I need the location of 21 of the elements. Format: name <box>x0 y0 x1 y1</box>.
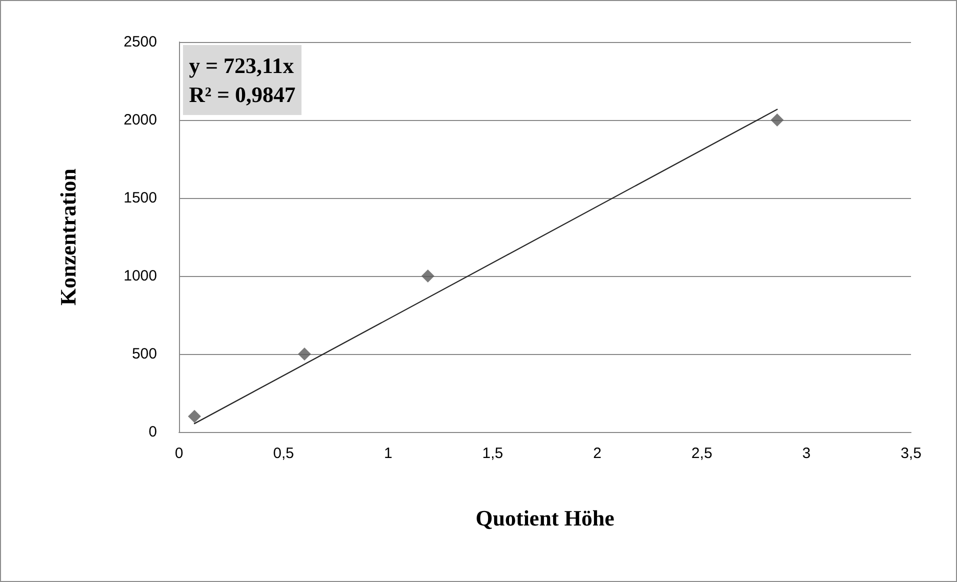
y-tick-label: 1000 <box>124 268 157 284</box>
x-axis-title: Quotient Höhe <box>476 506 615 530</box>
x-tick-label: 3 <box>802 445 811 462</box>
y-tick-label: 2500 <box>124 34 157 50</box>
y-tick-label: 500 <box>132 346 157 362</box>
y-tick-label: 2000 <box>124 112 157 128</box>
x-tick-label: 1 <box>384 445 392 462</box>
point <box>188 410 201 423</box>
x-tick-label: 2 <box>593 445 602 462</box>
point <box>298 348 311 360</box>
annotation: y = 723,11x R² = 0,9847 <box>189 53 296 107</box>
y-axis-title: Konzentration <box>56 168 80 306</box>
point <box>770 114 784 126</box>
x-tick-label: 2,5 <box>691 445 712 462</box>
x-tick-label: 0,5 <box>273 445 294 462</box>
point <box>421 270 434 282</box>
x-tick-label: 0 <box>174 445 184 462</box>
y-tick-label: 0 <box>148 424 157 440</box>
y-tick-label: 1500 <box>124 190 157 206</box>
x-tick-label: 3,5 <box>900 445 922 462</box>
x-tick-label: 1,5 <box>482 445 504 462</box>
